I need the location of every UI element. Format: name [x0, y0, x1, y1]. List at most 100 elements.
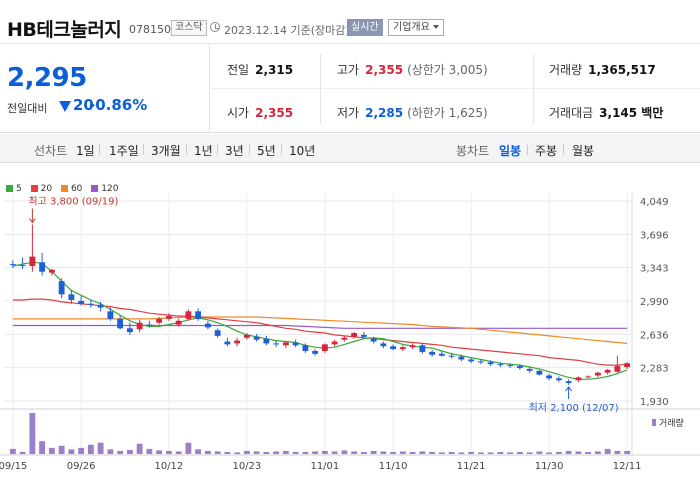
period-weekly[interactable]: 주봉	[535, 144, 558, 158]
volume-bar	[526, 452, 533, 454]
candle-body	[97, 304, 104, 308]
candle-body	[126, 328, 133, 333]
candle-body	[48, 269, 55, 273]
volume-bar	[68, 449, 75, 454]
realtime-button[interactable]: 실시간	[347, 19, 383, 36]
candle-body	[526, 368, 533, 371]
volume-bar	[575, 451, 582, 454]
volume-bar	[87, 444, 94, 454]
candle-body	[594, 372, 601, 376]
divider	[143, 144, 144, 155]
candle-body	[29, 256, 36, 267]
change-label: 전일대비	[7, 102, 48, 115]
stock-header: HB테크놀러지 078150 코스닥 2023.12.14 기준(장마감) 실시…	[0, 0, 700, 44]
period-monthly[interactable]: 월봉	[572, 144, 595, 158]
candlestick-chart-svg[interactable]: 4,049 3,696 3,343 2,990 2,636 2,283 1,930 09/15…	[0, 163, 700, 490]
ma120-line	[12, 324, 628, 329]
candle-body	[419, 345, 426, 352]
x-tick-label: 12/11	[613, 461, 642, 472]
candle-body	[477, 361, 484, 363]
trade-value-stat: 거래대금 3,145 백만	[549, 106, 664, 120]
candle-body	[565, 381, 572, 384]
candle-body	[614, 366, 621, 372]
change-value: 20	[73, 96, 94, 114]
period-daily[interactable]: 일봉	[499, 144, 522, 158]
volume-bar	[594, 451, 601, 454]
candle-body	[214, 330, 221, 336]
candle-body	[19, 265, 26, 267]
volume-bar	[419, 451, 426, 454]
volume-bar	[58, 445, 65, 454]
ma5-line	[12, 261, 628, 380]
legend-ma20: 20	[30, 184, 52, 194]
period-1d[interactable]: 1일	[76, 144, 95, 158]
candle-body	[234, 340, 241, 344]
volume-bar	[409, 451, 416, 454]
y-tick-label: 3,696	[640, 230, 669, 241]
x-tick-label: 10/12	[154, 461, 183, 472]
volume-bar	[78, 447, 85, 454]
volume-bar	[39, 441, 46, 454]
candle-body	[156, 318, 163, 323]
volume-bar	[126, 449, 133, 454]
clock-icon	[210, 22, 220, 32]
volume-bar	[448, 451, 455, 454]
x-tick-label: 10/23	[232, 461, 261, 472]
period-bar: 선차트 1일 1주일 3개월 1년 3년 5년 10년 봉차트 일봉 주봉 월봉	[0, 134, 700, 163]
candle-body	[487, 362, 494, 365]
legend-swatch	[6, 185, 13, 192]
low-annotation: 최저 2,100 (12/07)	[529, 402, 619, 414]
candle-body	[107, 311, 114, 319]
candle-body	[146, 324, 153, 326]
period-3y[interactable]: 3년	[225, 144, 244, 158]
volume-bar	[19, 451, 26, 454]
candle-body	[282, 342, 289, 346]
period-5y[interactable]: 5년	[257, 144, 276, 158]
candle-body	[87, 303, 94, 305]
divider	[563, 144, 564, 155]
divider	[249, 144, 250, 155]
volume-bar	[136, 443, 143, 454]
volume-bar	[507, 452, 514, 454]
candle-body	[399, 347, 406, 350]
prev-close: 전일 2,315	[227, 63, 294, 77]
price-chart[interactable]: 4,049 3,696 3,343 2,990 2,636 2,283 1,930 09/15…	[0, 163, 700, 490]
candle-body	[516, 366, 523, 368]
volume-bar	[604, 448, 611, 454]
volume-bar	[477, 452, 484, 454]
volume-bar	[624, 450, 631, 454]
volume-bar	[185, 442, 192, 454]
divider	[186, 144, 187, 155]
period-1w[interactable]: 1주일	[109, 144, 139, 158]
period-10y[interactable]: 10년	[289, 144, 316, 158]
volume-bar	[29, 413, 36, 454]
x-tick-label: 09/15	[0, 461, 27, 472]
volume-bar	[390, 451, 397, 454]
volume-bar	[243, 450, 250, 454]
volume-bar	[224, 451, 231, 454]
candle-body	[624, 363, 631, 368]
date-text: 2023.12.14 기준(장마감)	[224, 24, 350, 37]
period-1y[interactable]: 1년	[194, 144, 213, 158]
volume-bar	[399, 451, 406, 454]
legend-ma60: 60	[60, 184, 82, 194]
candle-body	[253, 336, 260, 340]
candle-body	[448, 355, 455, 357]
volume-bar	[146, 448, 153, 454]
volume-bar	[117, 450, 124, 454]
x-tick-label: 09/26	[67, 461, 96, 472]
volume-bar	[204, 450, 211, 454]
company-overview-dropdown[interactable]: 기업개요	[388, 19, 444, 36]
legend-swatch	[60, 185, 68, 192]
volume-bar	[312, 451, 319, 454]
volume-bar	[487, 452, 494, 454]
line-chart-label: 선차트	[34, 144, 68, 158]
high-price: 고가 2,355 (상한가 3,005)	[337, 63, 488, 77]
volume-bar	[380, 451, 387, 454]
candle-body	[536, 370, 543, 375]
volume-bar	[97, 442, 104, 454]
volume-bar	[9, 448, 16, 454]
period-3m[interactable]: 3개월	[151, 144, 181, 158]
current-price: 2,295	[7, 63, 87, 93]
down-triangle-icon	[59, 101, 71, 112]
